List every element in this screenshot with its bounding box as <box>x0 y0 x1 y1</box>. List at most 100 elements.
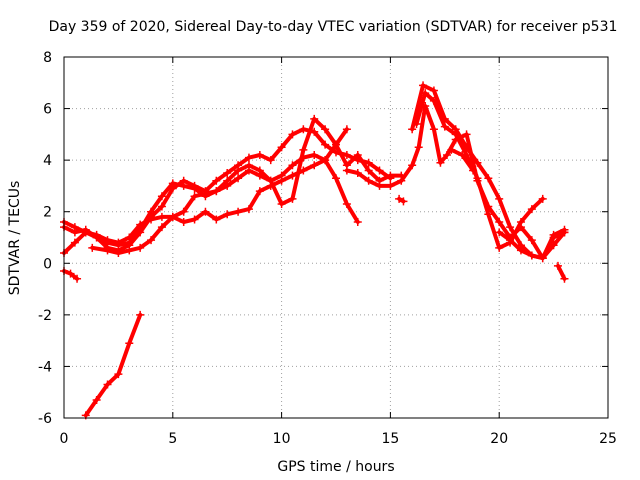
data-point-marker <box>429 96 438 105</box>
data-point-marker <box>395 194 404 203</box>
y-tick-label: 4 <box>43 153 52 169</box>
y-tick-label: -4 <box>38 359 52 375</box>
data-point-marker <box>157 202 166 211</box>
series-line <box>62 116 404 255</box>
x-tick-label: 25 <box>599 431 617 447</box>
data-point-marker <box>538 254 547 263</box>
data-point-marker <box>538 194 547 203</box>
x-tick-label: 10 <box>273 431 291 447</box>
series-track-j <box>81 310 145 420</box>
data-point-marker <box>81 225 90 234</box>
data-point-marker <box>353 150 362 159</box>
data-point-marker <box>364 166 373 175</box>
data-point-marker <box>342 166 351 175</box>
data-point-marker <box>436 158 445 167</box>
data-point-marker <box>506 236 515 245</box>
data-point-marker <box>223 181 232 190</box>
data-point-marker <box>288 161 297 170</box>
data-point-marker <box>244 166 253 175</box>
data-point-marker <box>73 274 82 283</box>
data-point-marker <box>92 395 101 404</box>
data-point-marker <box>560 274 569 283</box>
data-point-marker <box>299 166 308 175</box>
data-point-marker <box>70 238 79 247</box>
data-point-marker <box>277 199 286 208</box>
data-point-marker <box>310 161 319 170</box>
series-line <box>62 153 360 248</box>
data-point-marker <box>125 339 134 348</box>
y-tick-label: -2 <box>38 308 52 324</box>
data-point-marker <box>103 238 112 247</box>
data-point-marker <box>179 207 188 216</box>
data-point-marker <box>484 174 493 183</box>
data-point-marker <box>429 86 438 95</box>
x-axis-label: GPS time / hours <box>277 459 394 475</box>
data-point-marker <box>364 158 373 167</box>
data-point-marker <box>190 192 199 201</box>
data-point-marker <box>516 246 525 255</box>
data-point-marker <box>399 197 408 206</box>
data-point-marker <box>103 380 112 389</box>
data-point-marker <box>179 218 188 227</box>
data-point-marker <box>70 228 79 237</box>
data-point-marker <box>223 169 232 178</box>
data-point-marker <box>440 122 449 131</box>
data-point-marker <box>244 153 253 162</box>
data-point-marker <box>201 207 210 216</box>
y-tick-label: 8 <box>43 50 52 66</box>
data-point-marker <box>419 81 428 90</box>
data-point-marker <box>114 248 123 257</box>
series-line <box>410 83 567 261</box>
data-point-marker <box>212 176 221 185</box>
data-point-marker <box>375 181 384 190</box>
data-point-marker <box>321 140 330 149</box>
data-point-marker <box>168 179 177 188</box>
data-point-marker <box>469 166 478 175</box>
data-point-marker <box>442 150 451 159</box>
data-point-marker <box>527 251 536 260</box>
series-track-d <box>60 150 362 250</box>
data-point-marker <box>288 130 297 139</box>
data-point-marker <box>321 156 330 165</box>
data-point-marker <box>234 207 243 216</box>
data-point-marker <box>353 169 362 178</box>
data-point-marker <box>342 150 351 159</box>
data-point-marker <box>553 261 562 270</box>
y-tick-label: -6 <box>38 411 52 427</box>
data-point-marker <box>364 176 373 185</box>
data-point-marker <box>255 150 264 159</box>
data-point-marker <box>310 114 319 123</box>
y-tick-label: 0 <box>43 256 52 272</box>
data-point-marker <box>560 228 569 237</box>
data-point-marker <box>288 171 297 180</box>
data-point-marker <box>255 171 264 180</box>
data-point-marker <box>244 205 253 214</box>
data-point-marker <box>136 243 145 252</box>
series-track-g <box>412 89 547 252</box>
data-point-marker <box>516 218 525 227</box>
data-point-marker <box>412 120 421 129</box>
data-point-marker <box>190 215 199 224</box>
data-point-marker <box>223 210 232 219</box>
data-point-marker <box>386 171 395 180</box>
data-point-marker <box>408 125 417 134</box>
data-point-marker <box>484 210 493 219</box>
data-point-marker <box>462 130 471 139</box>
y-tick-label: 6 <box>43 102 52 118</box>
data-point-marker <box>212 215 221 224</box>
data-point-marker <box>429 125 438 134</box>
chart-title: Day 359 of 2020, Sidereal Day-to-day VTE… <box>49 19 618 35</box>
data-point-marker <box>414 143 423 152</box>
series-line <box>414 91 545 250</box>
data-point-marker <box>332 140 340 149</box>
data-point-marker <box>458 150 467 159</box>
data-point-marker <box>506 223 515 232</box>
data-point-marker <box>190 184 199 193</box>
data-point-marker <box>147 207 156 216</box>
data-point-marker <box>255 187 264 196</box>
data-point-marker <box>549 233 558 242</box>
series-line <box>556 263 567 281</box>
data-point-marker <box>125 246 134 255</box>
data-point-marker <box>447 145 456 154</box>
data-point-marker <box>157 212 166 221</box>
